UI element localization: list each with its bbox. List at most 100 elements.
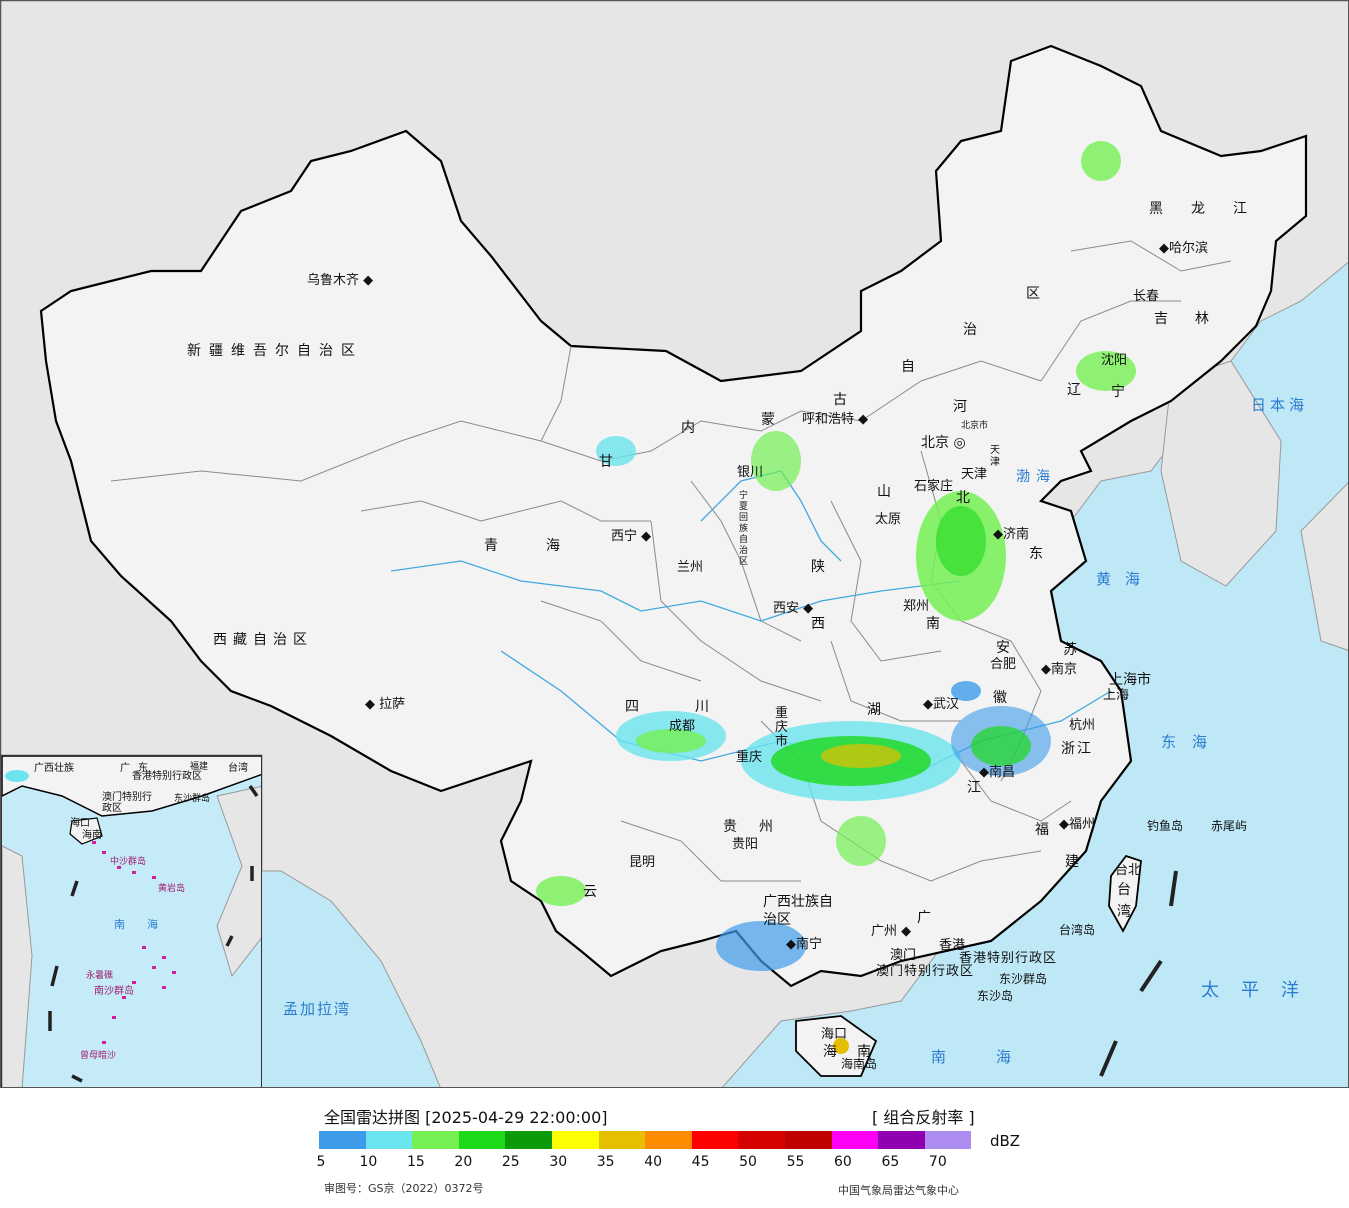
island-hainan: 海南岛 bbox=[841, 1057, 878, 1071]
city-yinchuan: 银川 bbox=[737, 465, 764, 480]
city-hefei: 合肥 bbox=[990, 657, 1017, 672]
inset-label-taiwan: 台湾 bbox=[228, 763, 248, 774]
legend-ticks: 5 10 15 20 25 30 35 40 45 50 55 60 65 70 bbox=[0, 1154, 1349, 1172]
legend-swatch bbox=[458, 1131, 506, 1149]
legend-swatch bbox=[505, 1131, 552, 1149]
legend-swatch bbox=[738, 1131, 785, 1149]
legend-swatch bbox=[878, 1131, 925, 1149]
province-label-chuan: 川 bbox=[695, 699, 709, 715]
city-jinan: ◆济南 bbox=[993, 527, 1030, 542]
sea-south: 南海 bbox=[931, 1048, 1062, 1066]
city-chongqing: 重庆 bbox=[736, 750, 763, 765]
legend-swatch bbox=[645, 1131, 692, 1149]
label-beijing-city: 北京市 bbox=[961, 421, 989, 431]
city-hangzhou: 杭州 bbox=[1069, 718, 1096, 733]
province-label-nei: 内 bbox=[681, 420, 695, 436]
sea-bengal: 孟加拉湾 bbox=[283, 1000, 352, 1018]
legend-swatch bbox=[924, 1131, 972, 1149]
province-label-ning: 宁 bbox=[1111, 384, 1125, 400]
south-china-sea-inset: 广西壮族 广东 福建 台湾 香港特别行政区 澳门特别行政区 东沙群岛 海口 海南… bbox=[1, 755, 262, 1087]
legend-swatch bbox=[319, 1131, 366, 1149]
province-label-guizhou: 贵州 bbox=[723, 819, 795, 835]
legend-swatch bbox=[784, 1131, 832, 1149]
province-label-dong: 东 bbox=[1029, 546, 1043, 562]
legend-tick-label: 65 bbox=[881, 1154, 900, 1170]
taiwan-island bbox=[1108, 854, 1142, 933]
city-taiyuan: 太原 bbox=[875, 512, 902, 527]
province-label-jiang: 江 bbox=[967, 780, 981, 796]
legend-tick-label: 30 bbox=[549, 1154, 568, 1170]
legend-tick-label: 50 bbox=[739, 1154, 757, 1170]
legend-tick-label: 45 bbox=[691, 1154, 710, 1170]
legend-title: 全国雷达拼图 [2025-04-29 22:00:00] bbox=[324, 1108, 608, 1127]
inset-label-dongsha: 东沙群岛 bbox=[174, 794, 211, 804]
province-label-ningxia: 宁夏回族自治区 bbox=[739, 491, 749, 567]
legend-tick-label: 40 bbox=[644, 1154, 663, 1170]
city-xian: 西安 ◆ bbox=[773, 601, 814, 616]
inset-svg bbox=[2, 756, 261, 1087]
city-shanghai: 上海 bbox=[1103, 688, 1130, 703]
island-taiwan: 台湾岛 bbox=[1059, 923, 1096, 937]
province-label-guang: 广 bbox=[917, 910, 931, 926]
province-label-zhejiang: 浙江 bbox=[1061, 741, 1093, 757]
province-label-qinghai: 青海 bbox=[484, 538, 608, 554]
city-kunming: 昆明 bbox=[629, 855, 656, 870]
province-label-ji: 吉 bbox=[1154, 311, 1168, 327]
city-xining: 西宁 ◆ bbox=[611, 529, 652, 544]
legend-product: [ 组合反射率 ] bbox=[872, 1108, 975, 1127]
province-label-shan: 陕 bbox=[811, 559, 825, 575]
city-wuhan: ◆武汉 bbox=[923, 697, 960, 712]
province-label-tianjin: 天津 bbox=[990, 445, 1000, 468]
korea-land bbox=[1160, 360, 1282, 587]
island-chiwei: 赤尾屿 bbox=[1211, 819, 1248, 833]
province-label-zhi: 治 bbox=[963, 322, 977, 338]
province-label-liao: 辽 bbox=[1067, 382, 1081, 398]
province-label-fu: 福 bbox=[1035, 822, 1049, 838]
province-label-an: 安 bbox=[996, 640, 1010, 656]
inset-label-nanhai: 南海 bbox=[114, 918, 180, 931]
province-label-xizang: 西藏自治区 bbox=[213, 632, 313, 648]
city-guiyang: 贵阳 bbox=[732, 837, 759, 852]
province-label-zi: 自 bbox=[901, 359, 915, 375]
legend-tick-label: 35 bbox=[596, 1154, 615, 1170]
province-label-si: 四 bbox=[625, 699, 639, 715]
city-guangzhou: 广州 ◆ bbox=[871, 924, 912, 939]
city-lhasa: ◆ 拉萨 bbox=[365, 697, 406, 712]
province-label-gan: 甘 bbox=[599, 454, 613, 470]
province-label-taiwan: 台湾 bbox=[1117, 882, 1131, 920]
island-dongsha-group: 东沙群岛 bbox=[999, 972, 1048, 986]
legend-unit: dBZ bbox=[990, 1132, 1021, 1150]
city-hohhot: 呼和浩特 ◆ bbox=[802, 412, 869, 427]
inset-label-guangxi: 广西壮族 bbox=[34, 763, 74, 774]
province-label-su: 苏 bbox=[1063, 642, 1077, 658]
inset-label-zengmu: 曾母暗沙 bbox=[80, 1051, 117, 1061]
legend-swatch bbox=[691, 1131, 739, 1149]
city-nanjing: ◆南京 bbox=[1041, 662, 1078, 677]
city-harbin: ◆哈尔滨 bbox=[1159, 241, 1209, 256]
inset-label-guangdong: 广东 bbox=[120, 763, 156, 774]
sea-bohai: 渤海 bbox=[1016, 469, 1056, 485]
sea-pacific: 太平洋 bbox=[1201, 980, 1321, 1001]
inset-label-haikou: 海口 bbox=[70, 818, 90, 829]
label-macau-sar: 澳门特别行政区 bbox=[876, 964, 975, 979]
province-label-hui: 徽 bbox=[993, 690, 1007, 706]
inset-label-hainan: 海南 bbox=[82, 830, 102, 841]
city-shenyang: 沈阳 bbox=[1101, 353, 1128, 368]
inset-label-yongshu: 永暑礁 bbox=[86, 971, 114, 981]
legend-tick-label: 25 bbox=[501, 1154, 520, 1170]
inset-label-hk: 香港特别行政区 bbox=[132, 771, 202, 782]
city-taipei: 台北 bbox=[1115, 863, 1142, 878]
province-label-shanxi: 山 bbox=[877, 484, 891, 500]
boundary-dashes bbox=[1099, 870, 1178, 1077]
legend-swatch bbox=[598, 1131, 646, 1149]
legend-tick-label: 70 bbox=[928, 1154, 947, 1170]
city-lanzhou: 兰州 bbox=[677, 560, 704, 575]
province-label-chongqing: 重庆市 bbox=[775, 706, 789, 749]
legend-swatch bbox=[365, 1131, 413, 1149]
legend-swatch bbox=[551, 1131, 599, 1149]
city-hongkong: 香港 bbox=[939, 938, 966, 953]
inset-label-fujian: 福建 bbox=[190, 762, 209, 772]
inset-label-nansha: 南沙群岛 bbox=[94, 986, 134, 997]
city-nanchang: ◆南昌 bbox=[979, 765, 1016, 780]
legend-tick-label: 10 bbox=[359, 1154, 378, 1170]
